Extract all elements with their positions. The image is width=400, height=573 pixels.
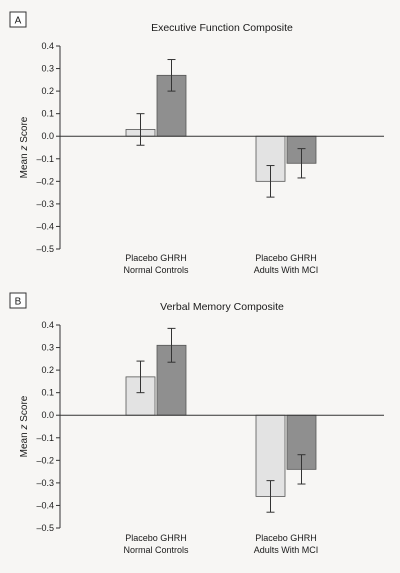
category-label-line2: Normal Controls: [123, 545, 189, 555]
y-axis-label-part: Score: [19, 395, 30, 424]
y-tick-label: –0.1: [36, 433, 54, 443]
category-label-line1: Placebo GHRH: [255, 533, 317, 543]
y-tick-label: 0.4: [41, 320, 54, 330]
y-axis-label-italic: z: [19, 146, 30, 152]
y-tick-label: 0.3: [41, 64, 54, 74]
panel-label-box: [9, 11, 27, 28]
y-tick-label: –0.4: [36, 221, 54, 231]
y-tick-label: –0.2: [36, 176, 54, 186]
panel-label: B: [15, 297, 22, 308]
category-label-line2: Adults With MCI: [254, 265, 319, 275]
y-axis-label: Mean z Score: [19, 116, 30, 178]
category-label-line2: Normal Controls: [123, 265, 189, 275]
y-axis-label-part: Score: [19, 116, 30, 145]
y-tick-label: –0.3: [36, 478, 54, 488]
y-tick-label: 0.1: [41, 388, 54, 398]
panel-label: A: [15, 16, 22, 27]
y-tick-label: –0.2: [36, 455, 54, 465]
y-axis-label-part: Mean: [19, 430, 30, 458]
y-tick-label: 0.2: [41, 86, 54, 96]
y-tick-label: –0.3: [36, 199, 54, 209]
chart-title: Executive Function Composite: [151, 22, 293, 34]
category-label-line1: Placebo GHRH: [255, 253, 317, 263]
y-tick-label: –0.5: [36, 244, 54, 254]
y-axis-label-part: Mean: [19, 151, 30, 179]
y-axis-label-italic: z: [19, 425, 30, 431]
y-tick-label: 0.3: [41, 343, 54, 353]
y-tick-label: 0.2: [41, 365, 54, 375]
category-label-line2: Adults With MCI: [254, 545, 319, 555]
y-tick-label: –0.4: [36, 500, 54, 510]
y-tick-label: –0.1: [36, 154, 54, 164]
y-axis-label: Mean z Score: [19, 395, 30, 457]
y-tick-label: 0.0: [41, 131, 54, 141]
category-label-line1: Placebo GHRH: [125, 253, 187, 263]
y-tick-label: –0.5: [36, 523, 54, 533]
y-tick-label: 0.4: [41, 41, 54, 51]
category-label-line1: Placebo GHRH: [125, 533, 187, 543]
chart-title: Verbal Memory Composite: [160, 301, 284, 313]
y-tick-label: 0.1: [41, 109, 54, 119]
panel-label-box: [9, 292, 27, 309]
y-tick-label: 0.0: [41, 410, 54, 420]
